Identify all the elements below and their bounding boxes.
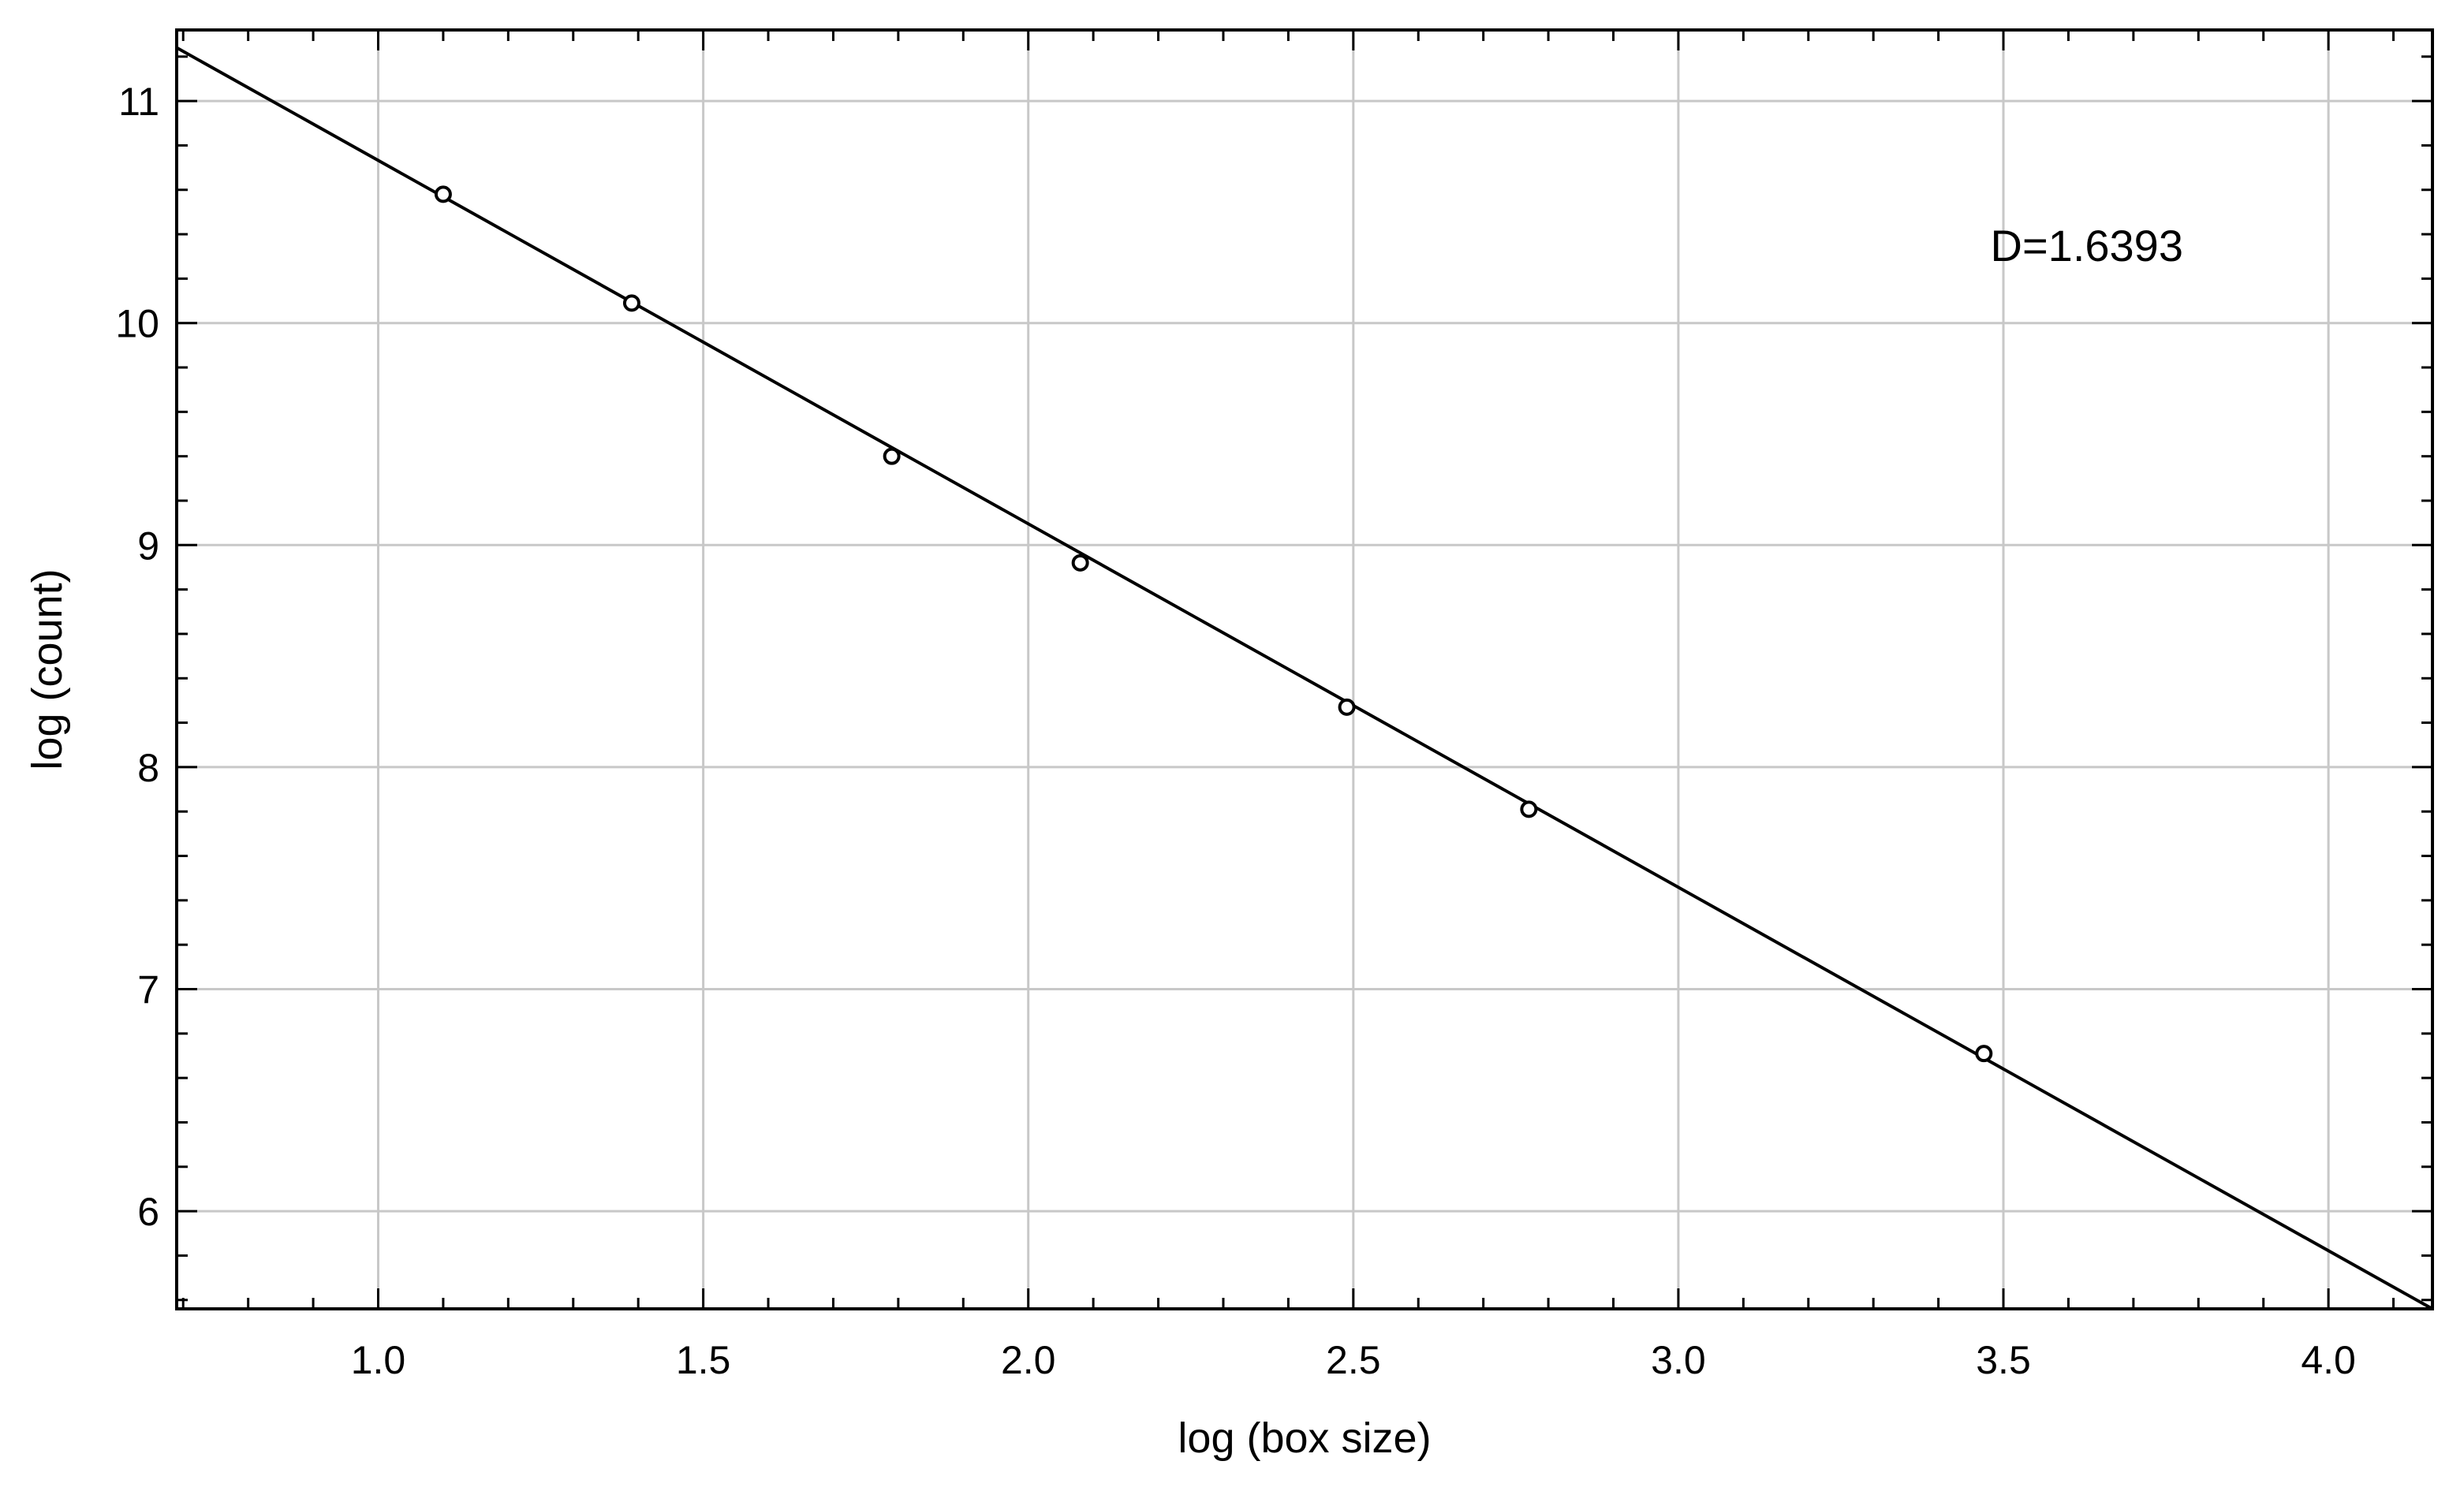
data-point (883, 447, 901, 465)
fit-line (176, 46, 2433, 1310)
x-tick-label: 4.0 (2301, 1338, 2356, 1382)
data-point (1520, 800, 1538, 818)
x-tick-label: 2.5 (1326, 1338, 1381, 1382)
data-point (1338, 698, 1356, 716)
y-tick-label: 6 (137, 1190, 159, 1234)
y-tick-labels: 6 7 8 9 10 11 (115, 80, 159, 1234)
axis-ticks (177, 30, 2432, 1309)
y-axis-title: log (count) (24, 568, 71, 770)
x-tick-label: 1.5 (676, 1338, 731, 1382)
plot-frame (175, 28, 2434, 1310)
fit-line-layer (176, 46, 2433, 1310)
grid-lines (177, 30, 2432, 1309)
x-tick-label: 3.0 (1651, 1338, 1706, 1382)
data-points (434, 185, 1993, 1063)
x-tick-label: 2.0 (1001, 1338, 1056, 1382)
dimension-annotation: D=1.6393 (1991, 221, 2183, 270)
x-tick-label: 1.0 (351, 1338, 406, 1382)
y-tick-label: 11 (118, 80, 159, 124)
y-tick-label: 10 (115, 302, 159, 346)
x-axis-title: log (box size) (1178, 1415, 1431, 1462)
data-point (622, 294, 640, 312)
data-point (1071, 554, 1089, 572)
x-tick-labels: 1.0 1.5 2.0 2.5 3.0 3.5 4.0 (351, 1338, 2356, 1382)
y-tick-label: 9 (137, 524, 159, 568)
y-tick-label: 8 (137, 746, 159, 790)
x-tick-label: 3.5 (1976, 1338, 2031, 1382)
data-point (1975, 1045, 1993, 1063)
data-point (434, 185, 452, 203)
y-tick-label: 7 (137, 968, 159, 1012)
